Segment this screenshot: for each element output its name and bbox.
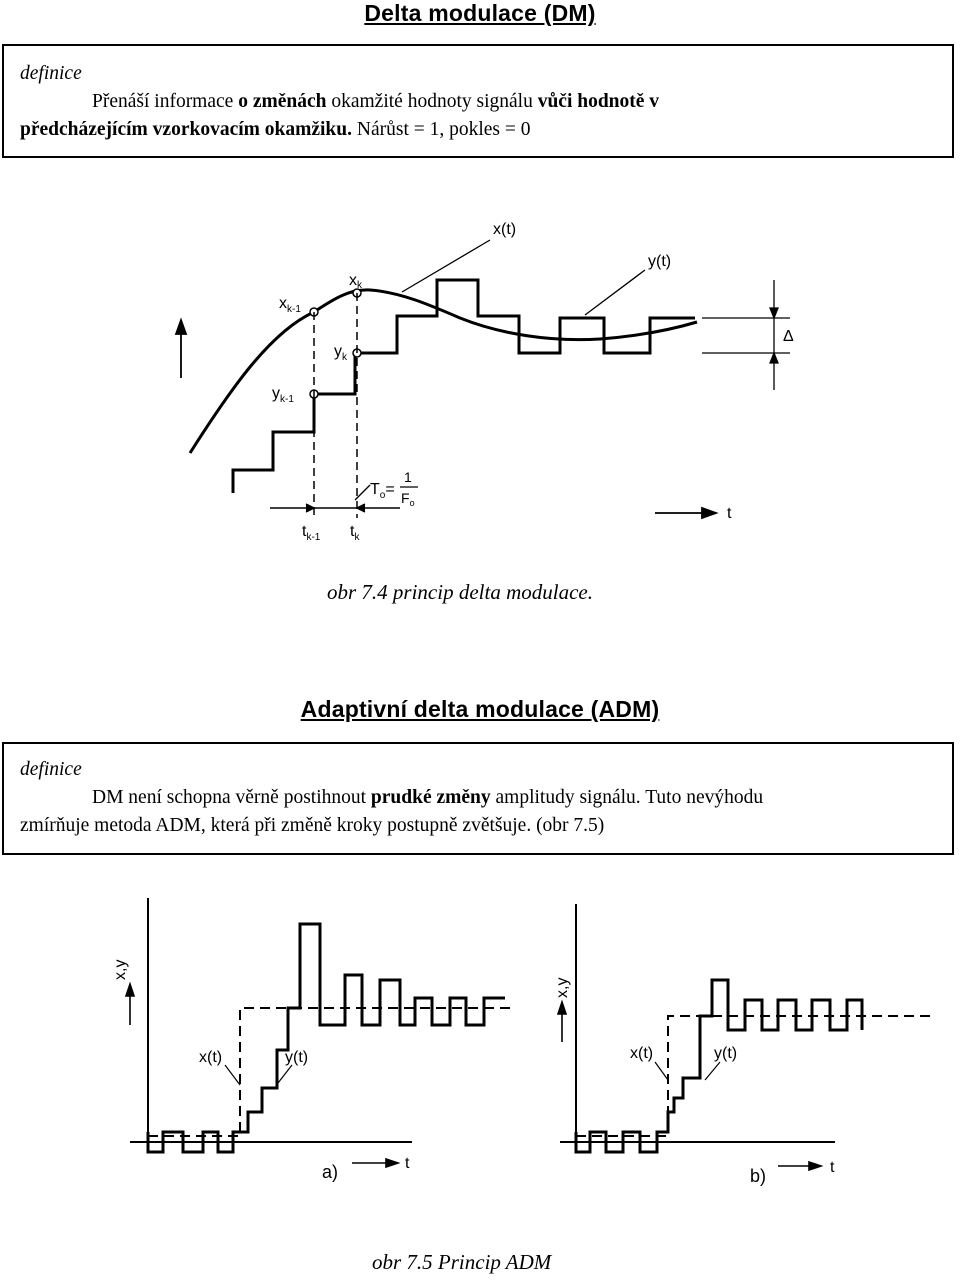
adm-diagram: x,y x(t) y(t) t a) x,y x(t) y(t) t [112,898,935,1186]
label-tk: tk [350,523,360,543]
panel-b-xy-label: x,y [554,978,571,998]
panel-a-t-label: t [405,1155,410,1172]
delta-modulation-diagram: x(t) y(t) xk xk-1 yk yk-1 Δ t tk-1 tk To… [174,221,794,543]
panel-b-staircase [574,978,864,1154]
dm-text-b3: předcházejícím vzorkovacím okamžiku. [20,119,352,140]
dm-text-p2: okamžité hodnoty signálu [326,91,538,112]
panel-b-t-label: t [830,1159,835,1176]
dm-definition-box: definice Přenáší informace o změnách oka… [2,44,954,158]
panel-b-yt-label: y(t) [714,1045,737,1062]
adm-definition-box: definice DM není schopna věrně postihnou… [2,742,954,855]
label-T0: To= 1 Fo [370,469,418,508]
panel-a-yt-label: y(t) [285,1049,308,1066]
label-delta: Δ [783,328,794,345]
adm-text-b1: prudké změny [370,787,491,808]
dm-text-p3: Nárůst = 1, pokles = 0 [352,119,531,140]
panel-a-xy-label: x,y [112,960,129,980]
adm-text-p1: DM není schopna věrně postihnout [92,787,371,808]
panel-b-x-dashed [576,1015,935,1137]
label-y-t: y(t) [648,253,671,270]
svg-text:To=: To= [370,481,395,501]
label-x-t: x(t) [493,221,516,238]
dm-title: Delta modulace (DM) [364,0,596,26]
adm-definition-label: definice [20,759,82,780]
svg-text:Fo: Fo [401,490,415,508]
dm-text-p1: Přenáší informace [92,91,239,112]
panel-b-label: b) [750,1166,766,1186]
panel-a-label: a) [322,1162,338,1182]
label-t: t [727,505,732,522]
dm-text-b1: o změnách [238,91,327,112]
dm-definition-line-2: předcházejícím vzorkovacím okamžiku. Nár… [4,116,952,144]
adm-title: Adaptivní delta modulace (ADM) [300,696,660,722]
adm-text-p2: amplitudy signálu. Tuto nevýhodu [490,787,764,808]
panel-a-xt-label: x(t) [199,1049,222,1066]
dm-text-b2: vůči hodnotě v [537,91,660,112]
panel-b-xt-label: x(t) [630,1045,653,1062]
figure-7-4-caption: obr 7.4 princip delta modulace. [327,580,593,604]
panel-a-staircase [146,922,505,1154]
panel-a-x-dashed [148,1007,510,1137]
adm-definition-line-1: DM není schopna věrně postihnout prudké … [4,784,952,812]
dm-definition-line-1: Přenáší informace o změnách okamžité hod… [4,88,952,116]
panel-a: x,y x(t) y(t) t a) [112,898,510,1182]
panel-b: x,y x(t) y(t) t b) [554,904,935,1186]
label-xk1: xk-1 [279,295,301,315]
label-xk: xk [349,272,363,291]
figure-7-5-caption: obr 7.5 Princip ADM [372,1250,552,1274]
adm-definition-line-2: zmírňuje metoda ADM, která při změně kro… [20,815,605,836]
dm-staircase [231,278,695,493]
dm-signal-curve [188,288,698,454]
label-yk: yk [334,343,348,363]
svg-text:1: 1 [404,469,412,485]
dm-definition-label: definice [20,63,82,84]
label-yk1: yk-1 [272,385,294,405]
label-tk1: tk-1 [302,523,321,543]
